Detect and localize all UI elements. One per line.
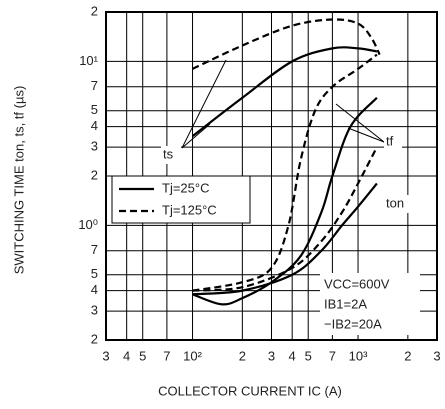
x-tick-label: 2 <box>404 348 411 363</box>
y-tick-label: 5 <box>91 266 98 281</box>
x-tick-label: 7 <box>329 348 336 363</box>
legend-label: Tj=25°C <box>162 180 209 195</box>
x-tick-label: 5 <box>305 348 312 363</box>
y-tick-label: 4 <box>91 118 98 133</box>
curve <box>192 182 378 296</box>
x-tick-label: 3 <box>102 348 109 363</box>
leader-line <box>335 103 385 143</box>
plot-frame <box>105 11 438 341</box>
legend-box <box>111 175 251 224</box>
y-axis-label: SWITCHING TIME ton, ts, tf (µs) <box>11 86 26 275</box>
y-tick-label: 2 <box>91 167 98 182</box>
y-tick-label: 2 <box>91 331 98 346</box>
y-tick-label: 7 <box>91 242 98 257</box>
x-tick-label: 10² <box>183 348 202 363</box>
curve <box>192 18 381 70</box>
x-axis-label: COLLECTOR CURRENT IC (A) <box>158 383 342 398</box>
y-tick-label: 3 <box>91 139 98 154</box>
condition-text: −IB2=20A <box>324 316 382 331</box>
condition-text: VCC=600V <box>324 276 390 291</box>
curve-label: tf <box>386 133 394 148</box>
leader-line <box>181 123 211 149</box>
leader-line <box>347 127 385 143</box>
x-tick-label: 4 <box>123 348 130 363</box>
x-tick-label: 4 <box>289 348 296 363</box>
y-tick-label: 7 <box>91 78 98 93</box>
curve <box>192 53 378 292</box>
x-tick-label: 7 <box>163 348 170 363</box>
x-tick-label: 3 <box>433 348 440 363</box>
x-tick-label: 2 <box>239 348 246 363</box>
legend-label: Tj=125°C <box>162 202 217 217</box>
y-tick-label: 10¹ <box>79 53 98 68</box>
label-bg <box>384 195 410 213</box>
x-tick-label: 10³ <box>349 348 368 363</box>
label-bg <box>161 146 181 164</box>
label-bg <box>384 133 402 151</box>
x-tick-label: 3 <box>268 348 275 363</box>
y-tick-label: 5 <box>91 102 98 117</box>
curve-label: ts <box>163 146 174 161</box>
conditions-bg <box>320 273 420 335</box>
x-tick-label: 5 <box>139 348 146 363</box>
y-tick-label: 10⁰ <box>78 217 98 232</box>
y-tick-label: 4 <box>91 282 98 297</box>
curve <box>191 46 378 138</box>
curve-label: ton <box>386 195 404 210</box>
leader-line <box>181 59 227 149</box>
y-tick-label: 2 <box>91 3 98 18</box>
y-tick-label: 3 <box>91 303 98 318</box>
curve <box>192 146 378 292</box>
condition-text: IB1=2A <box>324 296 367 311</box>
curve <box>192 96 378 306</box>
